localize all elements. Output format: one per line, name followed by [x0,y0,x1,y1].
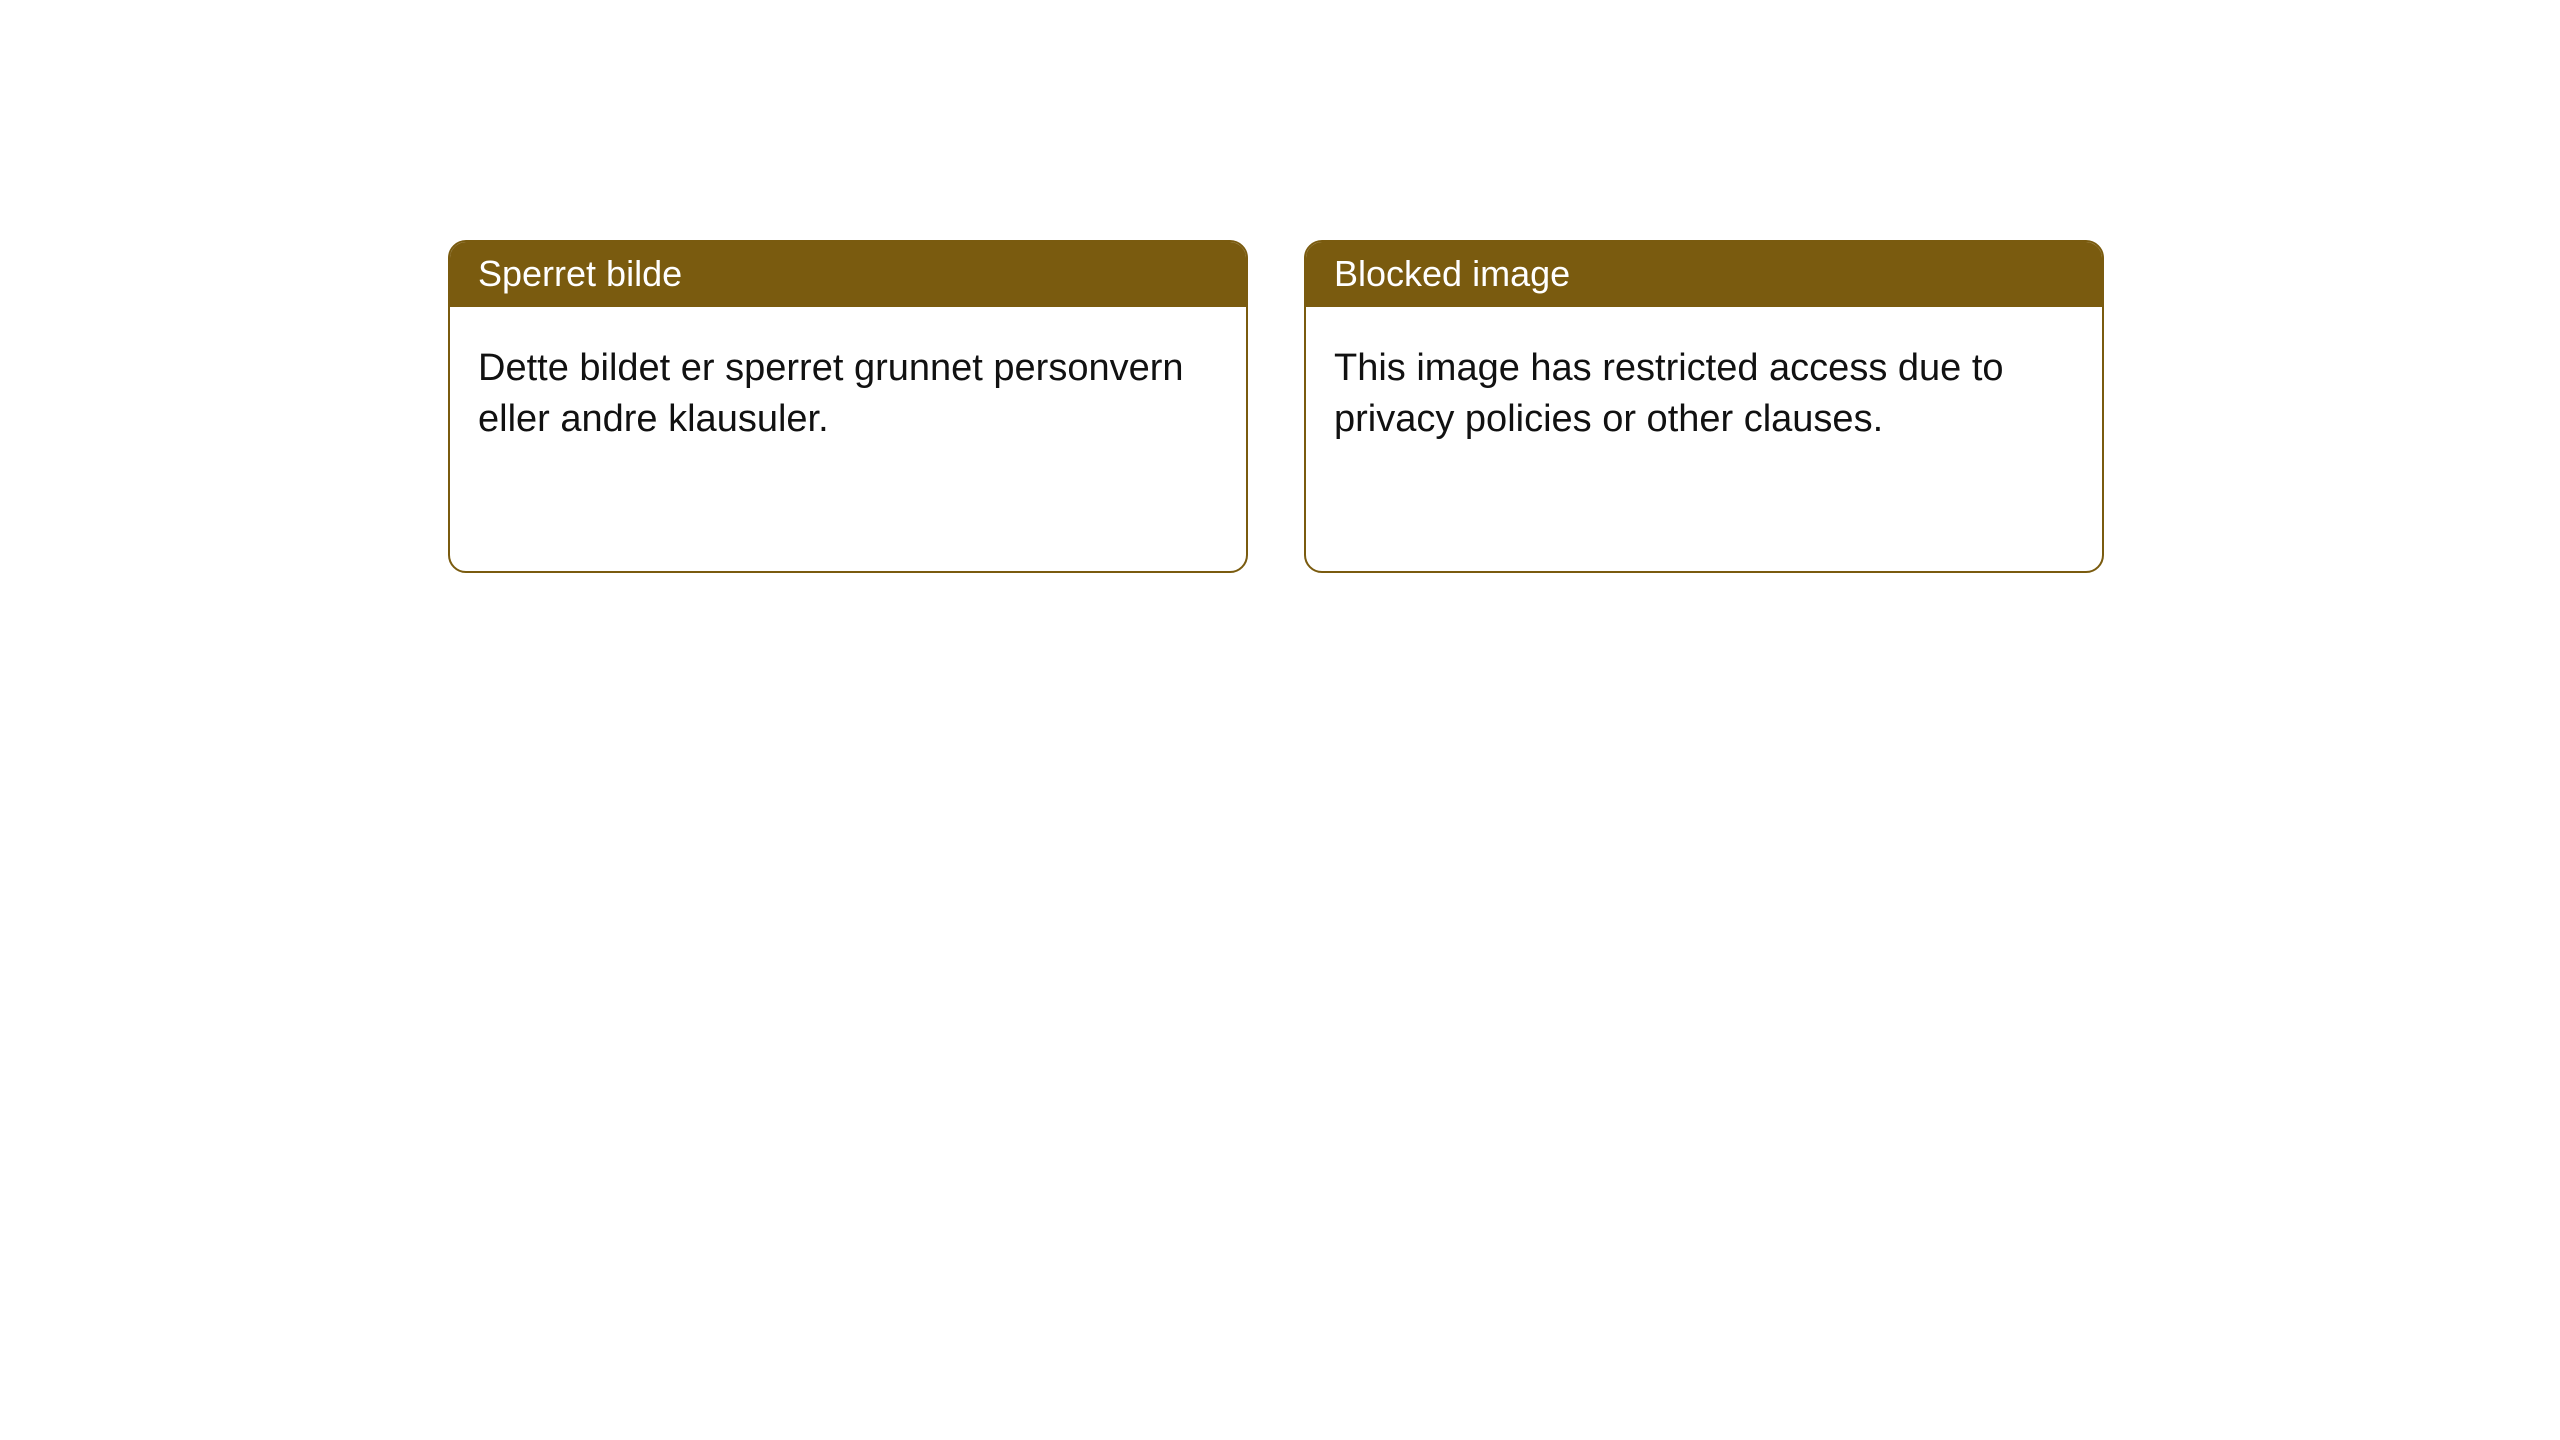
notice-card-title: Blocked image [1306,242,2102,307]
notice-card-body: This image has restricted access due to … [1306,307,2102,474]
notice-card-body: Dette bildet er sperret grunnet personve… [450,307,1246,474]
notice-cards-row: Sperret bilde Dette bildet er sperret gr… [0,0,2560,573]
notice-card-title: Sperret bilde [450,242,1246,307]
notice-card-no: Sperret bilde Dette bildet er sperret gr… [448,240,1248,573]
notice-card-en: Blocked image This image has restricted … [1304,240,2104,573]
